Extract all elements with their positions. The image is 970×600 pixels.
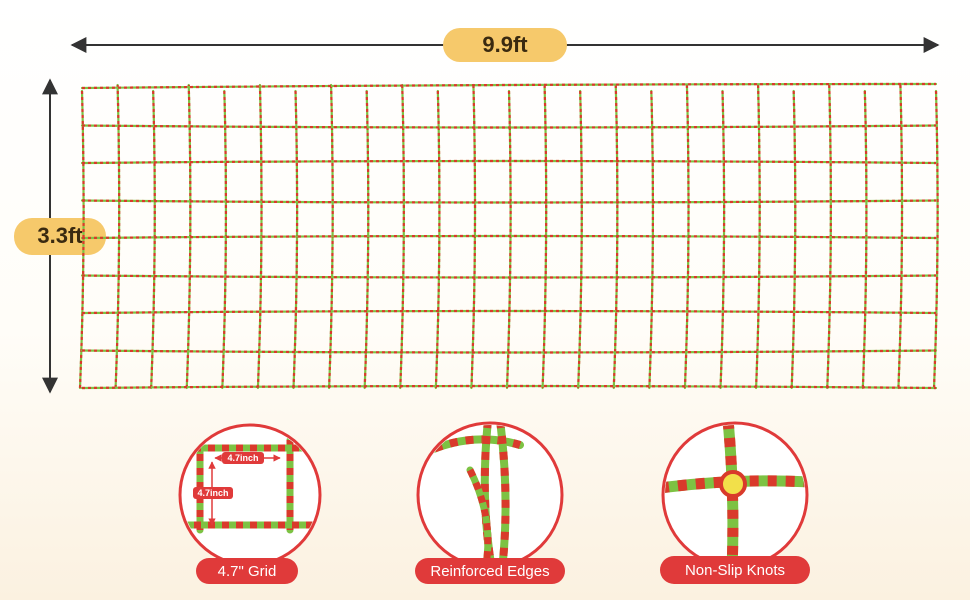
rope: [81, 124, 937, 129]
detail-knots: Non-Slip Knots: [660, 421, 810, 584]
rope: [470, 84, 477, 389]
rope: [505, 90, 512, 389]
rope: [577, 90, 583, 389]
rope: [81, 274, 937, 279]
rope: [81, 384, 937, 390]
rope: [292, 90, 299, 389]
width-label: 9.9ft: [482, 32, 528, 57]
rope: [81, 234, 937, 240]
rope: [81, 349, 937, 354]
rope: [81, 309, 937, 315]
rope: [434, 90, 441, 389]
detail-label: 4.7" Grid: [218, 563, 277, 580]
rope: [932, 90, 939, 389]
rope: [790, 90, 797, 389]
width-badge: [443, 28, 567, 62]
rope: [78, 90, 85, 389]
rope: [363, 90, 370, 389]
rope: [221, 90, 228, 389]
measure-label: 4.7inch: [197, 488, 228, 498]
rope: [81, 199, 937, 204]
rope: [861, 90, 868, 389]
rope: [420, 435, 522, 459]
rope: [541, 84, 548, 389]
net: [78, 82, 939, 390]
height-label: 3.3ft: [37, 223, 83, 248]
rope: [612, 84, 619, 389]
detail-label: Non-Slip Knots: [685, 562, 785, 579]
rope: [719, 90, 726, 389]
detail-edges: Reinforced Edges: [415, 421, 565, 584]
measure-label: 4.7inch: [227, 453, 258, 463]
detail-grid: 4.7inch 4.7inch 4.7" Grid: [178, 423, 322, 584]
rope: [719, 470, 747, 498]
detail-label: Reinforced Edges: [430, 563, 549, 580]
rope: [150, 90, 156, 389]
rope: [81, 159, 937, 165]
rope: [496, 425, 510, 565]
rope: [399, 84, 405, 389]
rope: [648, 90, 655, 389]
rope: [81, 82, 937, 90]
